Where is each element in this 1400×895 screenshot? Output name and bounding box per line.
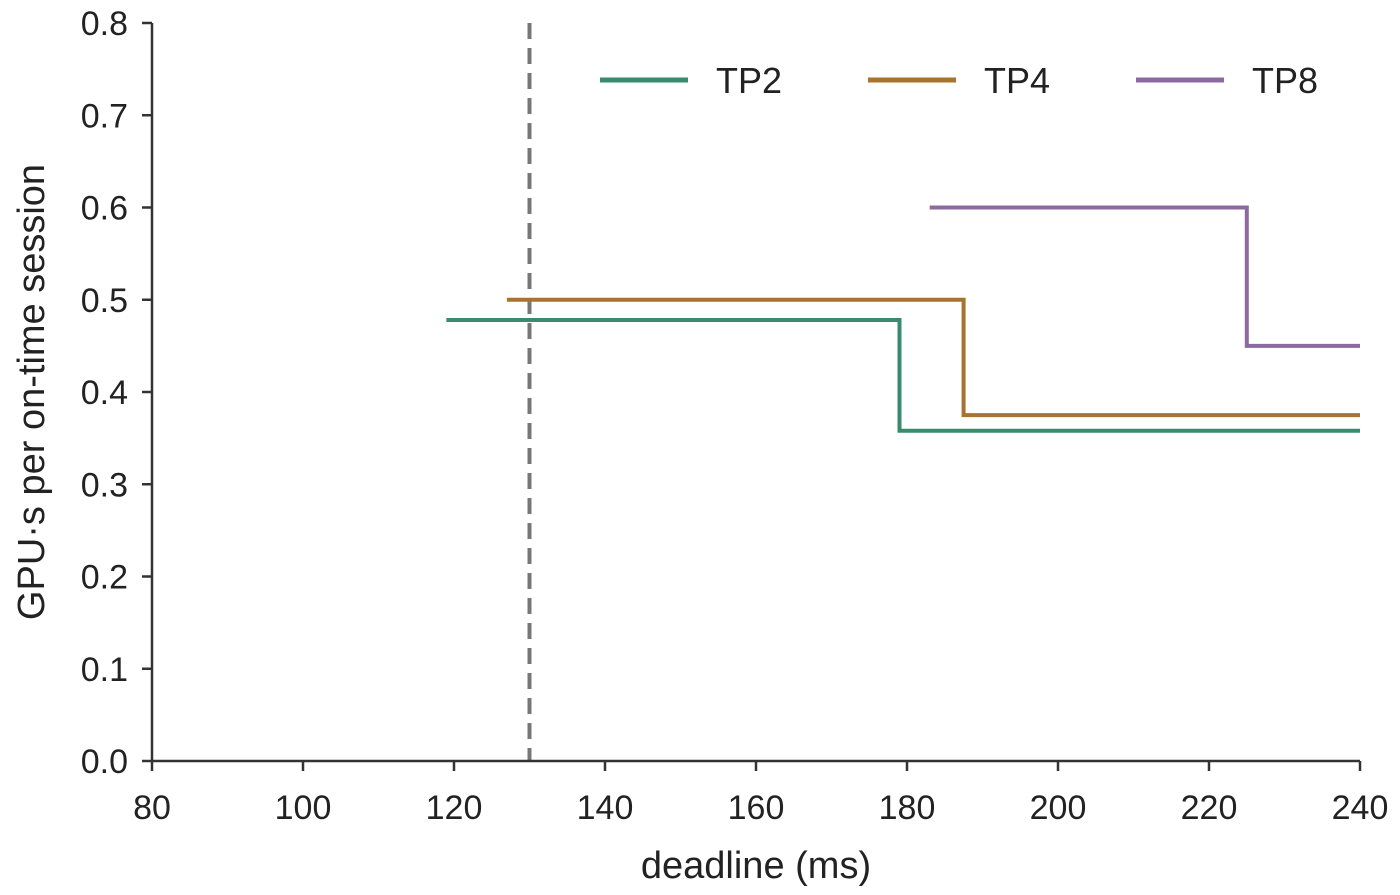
y-tick-label: 0.1 — [81, 651, 128, 689]
series-line-tp4 — [506, 297, 1360, 418]
y-tick-label: 0.8 — [81, 5, 128, 43]
x-tick-label: 240 — [1332, 789, 1389, 827]
x-tick-label: 120 — [426, 789, 483, 827]
series-line-tp2 — [446, 318, 1360, 433]
y-ticks: 0.0 0.1 0.2 0.3 0.4 0.5 0.6 0.7 0.8 — [81, 5, 152, 781]
y-tick-label: 0.5 — [81, 282, 128, 320]
x-axis-title: deadline (ms) — [641, 845, 871, 887]
x-tick-label: 80 — [133, 789, 171, 827]
y-tick-label: 0.4 — [81, 374, 128, 412]
x-tick-label: 180 — [879, 789, 936, 827]
y-tick-label: 0.0 — [81, 743, 128, 781]
x-tick-label: 200 — [1030, 789, 1087, 827]
x-tick-label: 140 — [577, 789, 634, 827]
plot-area — [446, 23, 1360, 761]
legend: TP2 TP4 TP8 — [600, 60, 1318, 101]
legend-label-tp8: TP8 — [1252, 60, 1318, 101]
axes: 80 100 120 140 160 180 200 220 240 0.00.10.20.30… — [81, 5, 1389, 827]
x-tick-label: 100 — [275, 789, 332, 827]
y-axis-title: GPU·s per on-time session — [11, 164, 53, 620]
legend-label-tp2: TP2 — [716, 60, 782, 101]
y-tick-label: 0.7 — [81, 97, 128, 135]
y-tick-label: 0.6 — [81, 190, 128, 228]
legend-label-tp4: TP4 — [984, 60, 1050, 101]
x-tick-label: 160 — [728, 789, 785, 827]
y-tick-label: 0.3 — [81, 466, 128, 504]
x-ticks: 80 100 120 140 160 180 200 220 240 — [133, 761, 1388, 827]
x-tick-label: 220 — [1181, 789, 1238, 827]
y-tick-label: 0.2 — [81, 559, 128, 597]
series-line-tp8 — [929, 205, 1360, 348]
